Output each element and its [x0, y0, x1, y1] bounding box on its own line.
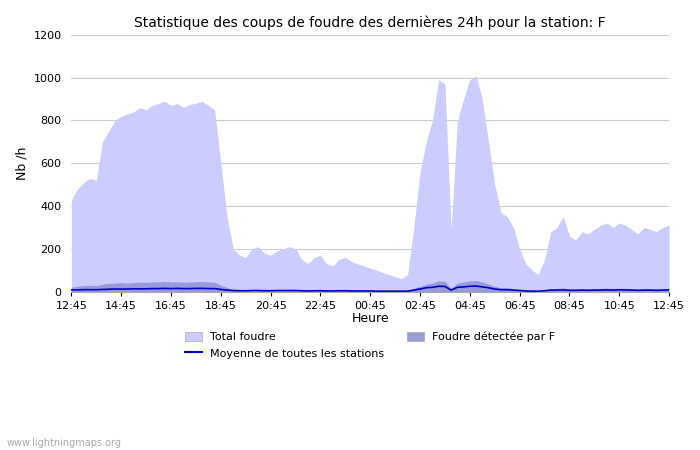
Title: Statistique des coups de foudre des dernières 24h pour la station: F: Statistique des coups de foudre des dern…	[134, 15, 606, 30]
X-axis label: Heure: Heure	[351, 312, 389, 325]
Text: www.lightningmaps.org: www.lightningmaps.org	[7, 438, 122, 448]
Legend: Total foudre, Moyenne de toutes les stations, Foudre détectée par F: Total foudre, Moyenne de toutes les stat…	[181, 327, 560, 363]
Y-axis label: Nb /h: Nb /h	[15, 147, 28, 180]
